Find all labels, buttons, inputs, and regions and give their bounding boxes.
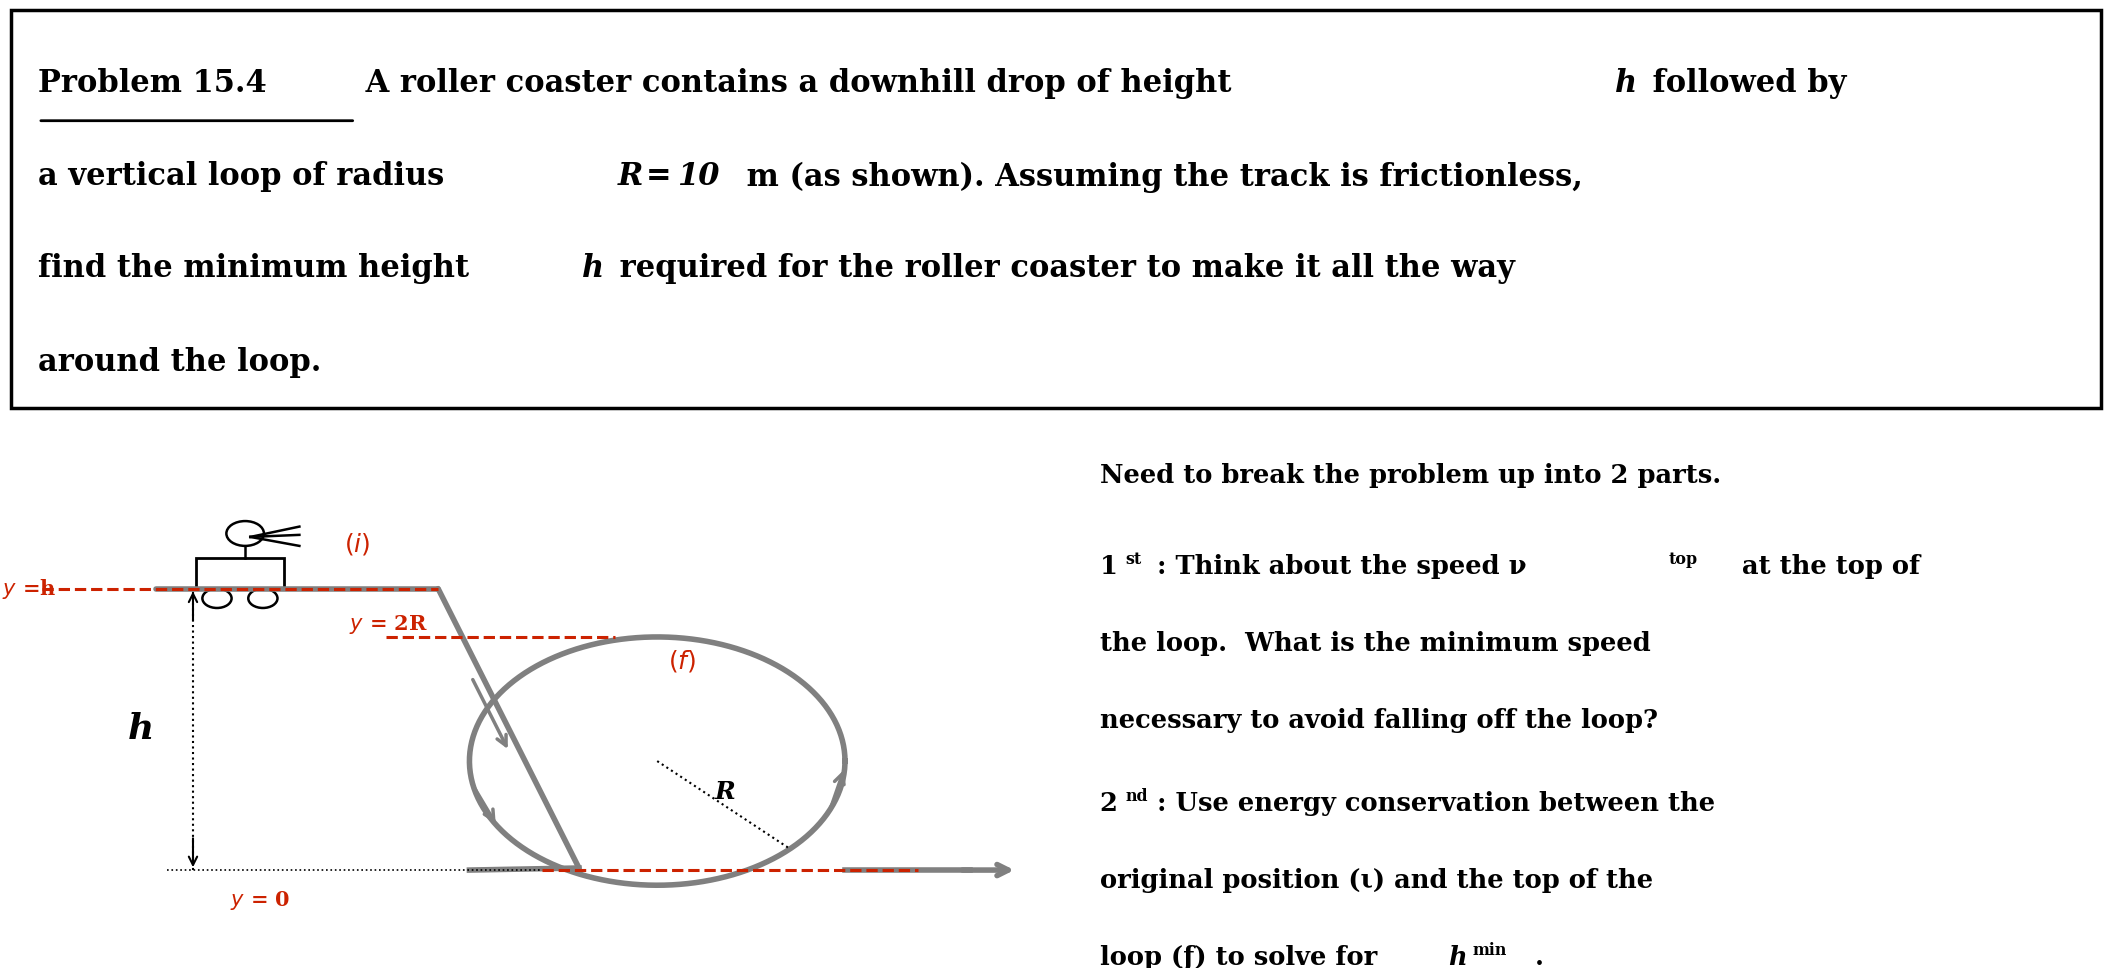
Text: around the loop.: around the loop. bbox=[38, 347, 322, 378]
Text: $(f)$: $(f)$ bbox=[669, 649, 696, 674]
Text: : Use energy conservation between the: : Use energy conservation between the bbox=[1157, 791, 1716, 816]
Text: R: R bbox=[618, 162, 643, 193]
Text: followed by: followed by bbox=[1642, 68, 1847, 99]
Text: A roller coaster contains a downhill drop of height: A roller coaster contains a downhill dro… bbox=[355, 68, 1242, 99]
Text: original position (ι) and the top of the: original position (ι) and the top of the bbox=[1100, 867, 1653, 892]
Text: Problem 15.4: Problem 15.4 bbox=[38, 68, 267, 99]
Text: m (as shown). Assuming the track is frictionless,: m (as shown). Assuming the track is fric… bbox=[736, 162, 1583, 193]
Text: h: h bbox=[127, 712, 154, 746]
Text: $y$ = 0: $y$ = 0 bbox=[229, 889, 290, 912]
FancyBboxPatch shape bbox=[11, 11, 2101, 408]
Text: R: R bbox=[715, 780, 736, 804]
FancyBboxPatch shape bbox=[195, 558, 284, 589]
Text: h: h bbox=[1449, 945, 1466, 968]
Text: loop (ƒ) to solve for: loop (ƒ) to solve for bbox=[1100, 945, 1386, 968]
Text: necessary to avoid falling off the loop?: necessary to avoid falling off the loop? bbox=[1100, 709, 1657, 733]
Text: $(i)$: $(i)$ bbox=[345, 530, 370, 557]
Text: 1: 1 bbox=[1100, 554, 1117, 579]
Text: h: h bbox=[582, 253, 603, 284]
Text: =: = bbox=[645, 162, 671, 193]
Text: Need to break the problem up into 2 parts.: Need to break the problem up into 2 part… bbox=[1100, 463, 1720, 488]
Text: find the minimum height: find the minimum height bbox=[38, 253, 480, 284]
Text: nd: nd bbox=[1126, 788, 1149, 805]
Text: a vertical loop of radius: a vertical loop of radius bbox=[38, 162, 455, 193]
Text: h: h bbox=[1615, 68, 1636, 99]
Text: at the top of: at the top of bbox=[1733, 554, 1919, 579]
Text: the loop.  What is the minimum speed: the loop. What is the minimum speed bbox=[1100, 631, 1650, 656]
Text: required for the roller coaster to make it all the way: required for the roller coaster to make … bbox=[609, 253, 1515, 284]
Text: : Think about the speed ν: : Think about the speed ν bbox=[1157, 554, 1526, 579]
Text: $y$ = 2R: $y$ = 2R bbox=[349, 613, 427, 636]
Text: $y$ =h: $y$ =h bbox=[2, 577, 57, 601]
Text: min: min bbox=[1473, 943, 1507, 959]
Text: 10: 10 bbox=[677, 162, 719, 193]
Text: 2: 2 bbox=[1100, 791, 1117, 816]
Text: .: . bbox=[1534, 945, 1545, 968]
Text: st: st bbox=[1126, 551, 1143, 568]
Text: top: top bbox=[1667, 551, 1697, 568]
